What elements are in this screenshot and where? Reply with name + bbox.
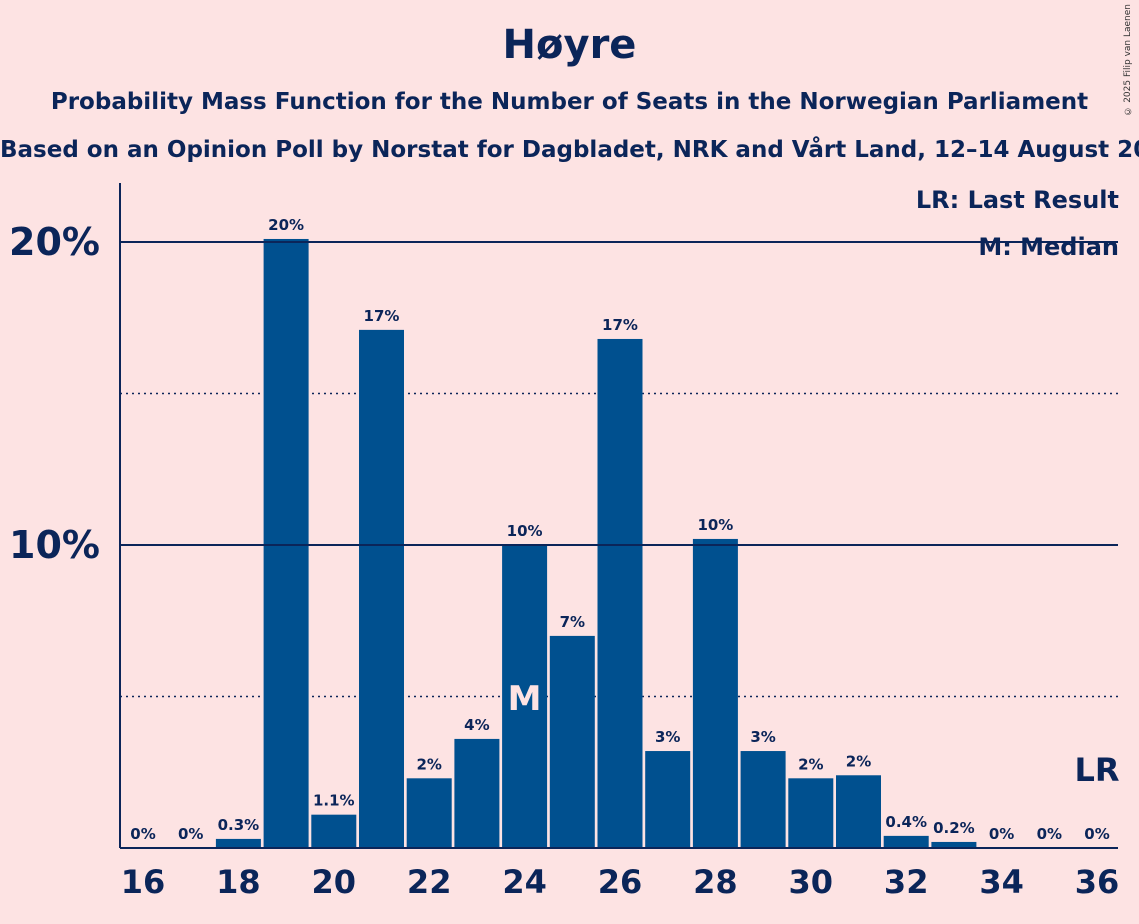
data-label-seats-33: 0.2% <box>933 819 975 837</box>
chart-subtitle-source: Based on an Opinion Poll by Norstat for … <box>0 137 1139 163</box>
bar-seats-23 <box>454 738 500 848</box>
bar-seats-30 <box>788 778 834 848</box>
bar-seats-19 <box>263 238 309 849</box>
x-tick-label: 30 <box>789 863 834 901</box>
x-tick-label: 28 <box>693 863 738 901</box>
data-label-seats-27: 3% <box>655 728 680 746</box>
x-tick-label: 32 <box>884 863 929 901</box>
x-tick-label: 24 <box>502 863 547 901</box>
legend-last-result: LR: Last Result <box>915 186 1119 214</box>
y-tick-label: 10% <box>9 523 100 567</box>
x-tick-label: 16 <box>121 863 166 901</box>
data-label-seats-24: 10% <box>507 522 543 540</box>
data-label-seats-31: 2% <box>846 752 871 770</box>
data-label-seats-25: 7% <box>560 613 585 631</box>
bar-seats-18 <box>215 838 261 848</box>
bar-seats-27 <box>645 751 691 848</box>
legend-median: M: Median <box>978 233 1119 261</box>
data-label-seats-35: 0% <box>1037 825 1062 843</box>
chart-subtitle: Probability Mass Function for the Number… <box>50 89 1089 115</box>
data-label-seats-30: 2% <box>798 755 823 773</box>
data-label-seats-23: 4% <box>464 716 489 734</box>
bar-seats-33 <box>931 841 977 848</box>
bar-seats-20 <box>311 814 357 848</box>
bar-seats-26 <box>597 338 643 848</box>
data-label-seats-22: 2% <box>416 755 441 773</box>
data-label-seats-26: 17% <box>602 316 638 334</box>
x-tick-label: 18 <box>216 863 261 901</box>
data-label-seats-16: 0% <box>130 825 155 843</box>
data-label-seats-20: 1.1% <box>313 792 355 810</box>
data-label-seats-36: 0% <box>1084 825 1109 843</box>
data-label-seats-29: 3% <box>750 728 775 746</box>
x-tick-label: 26 <box>598 863 643 901</box>
bar-seats-21 <box>359 329 404 848</box>
data-label-seats-28: 10% <box>697 516 733 534</box>
bar-seats-32 <box>883 835 929 848</box>
x-tick-label: 22 <box>407 863 452 901</box>
chart-title: Høyre <box>502 22 637 68</box>
bar-seats-29 <box>740 751 786 848</box>
x-tick-label: 34 <box>979 863 1024 901</box>
last-result-marker: LR <box>1074 751 1119 789</box>
data-label-seats-32: 0.4% <box>885 813 927 831</box>
bar-seats-22 <box>406 778 452 848</box>
x-tick-label: 20 <box>312 863 357 901</box>
data-label-seats-18: 0.3% <box>218 816 260 834</box>
bar-seats-24 <box>502 545 548 848</box>
bar-seats-25 <box>549 635 595 848</box>
median-marker: M <box>508 679 542 719</box>
data-label-seats-21: 17% <box>364 307 400 325</box>
x-tick-label: 36 <box>1075 863 1120 901</box>
data-label-seats-17: 0% <box>178 825 203 843</box>
bar-seats-31 <box>836 775 881 848</box>
data-label-seats-19: 20% <box>268 216 304 234</box>
bar-seats-28 <box>692 538 738 848</box>
data-label-seats-34: 0% <box>989 825 1014 843</box>
y-tick-label: 20% <box>9 220 100 264</box>
